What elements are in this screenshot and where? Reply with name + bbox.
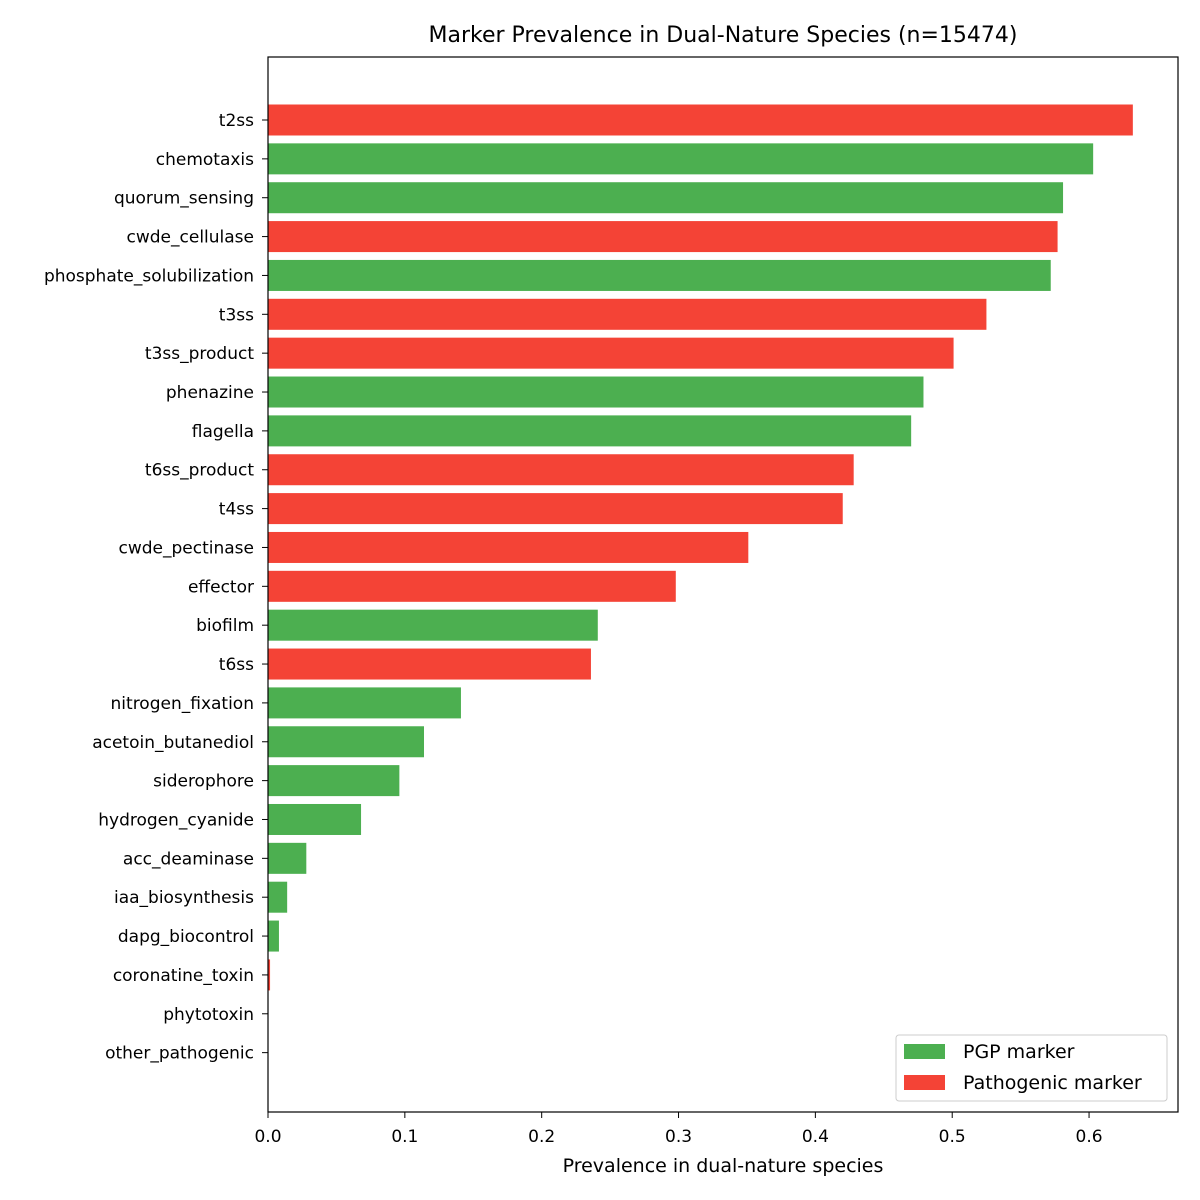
bar-t4ss: [268, 493, 843, 525]
bar-t3ss-product: [268, 337, 954, 369]
bar-phosphate-solubilization: [268, 259, 1051, 291]
bar-biofilm: [268, 609, 598, 641]
bar-nitrogen-fixation: [268, 687, 461, 719]
x-tick-label: 0.5: [939, 1127, 966, 1147]
bar-acc-deaminase: [268, 842, 307, 874]
bar-phenazine: [268, 376, 924, 408]
y-tick-label: t2ss: [219, 111, 254, 131]
bar-t3ss: [268, 298, 987, 330]
legend: PGP marker Pathogenic marker: [895, 1034, 1168, 1102]
y-tick-label: phosphate_solubilization: [44, 266, 254, 286]
y-tick-label: t3ss: [219, 305, 254, 325]
bar-t2ss: [268, 104, 1133, 136]
bar-effector: [268, 570, 676, 602]
y-tick-label: biofilm: [196, 616, 254, 636]
x-tick-label: 0.1: [391, 1127, 418, 1147]
y-tick-label: effector: [188, 577, 254, 597]
y-tick-label: hydrogen_cyanide: [98, 810, 254, 830]
bar-flagella: [268, 415, 912, 447]
y-tick-label: flagella: [192, 422, 254, 442]
x-tick-label: 0.4: [802, 1127, 829, 1147]
x-tick-label: 0.6: [1076, 1127, 1103, 1147]
x-axis-ticks: 0.0 0.1 0.2 0.3 0.4 0.5 0.6: [254, 1112, 1103, 1147]
bars-layer: [268, 104, 1133, 991]
x-tick-label: 0.0: [254, 1127, 281, 1147]
y-tick-label: iaa_biosynthesis: [114, 888, 254, 908]
bar-dapg-biocontrol: [268, 920, 279, 952]
x-tick-label: 0.3: [665, 1127, 692, 1147]
y-tick-label: t6ss_product: [145, 461, 254, 481]
bar-coronatine-toxin: [268, 959, 271, 991]
x-tick-label: 0.2: [528, 1127, 555, 1147]
y-tick-label: cwde_cellulase: [127, 228, 254, 248]
bar-t6ss: [268, 648, 591, 680]
y-tick-label: t6ss: [219, 655, 254, 675]
y-tick-label: acetoin_butanediol: [92, 733, 254, 753]
y-tick-label: t4ss: [219, 500, 254, 520]
plot-frame: [267, 56, 1179, 1113]
legend-swatch-pgp: [904, 1044, 945, 1059]
y-tick-label: acc_deaminase: [123, 849, 254, 869]
legend-label-pgp: PGP marker: [963, 1041, 1075, 1063]
y-tick-label: nitrogen_fixation: [111, 694, 254, 714]
legend-frame: [895, 1034, 1168, 1102]
legend-swatch-pathogenic: [904, 1075, 945, 1090]
y-tick-label: coronatine_toxin: [113, 966, 254, 986]
bar-t6ss-product: [268, 454, 854, 486]
y-tick-label: quorum_sensing: [114, 189, 254, 209]
bar-iaa-biosynthesis: [268, 881, 288, 913]
y-axis-ticks: t2ss chemotaxis quorum_sensing cwde_cellula…: [44, 111, 268, 1064]
bar-acetoin-butanediol: [268, 726, 424, 758]
bar-chemotaxis: [268, 143, 1094, 175]
bar-siderophore: [268, 765, 400, 797]
y-tick-label: cwde_pectinase: [119, 538, 255, 558]
bar-cwde-cellulase: [268, 221, 1058, 253]
y-tick-label: t3ss_product: [145, 344, 254, 364]
chart-title: Marker Prevalence in Dual-Nature Species…: [429, 23, 1018, 48]
y-tick-label: dapg_biocontrol: [118, 927, 254, 947]
y-tick-label: siderophore: [153, 772, 254, 792]
bar-cwde-pectinase: [268, 531, 749, 563]
x-axis-label: Prevalence in dual-nature species: [563, 1155, 884, 1177]
y-tick-label: chemotaxis: [156, 150, 254, 170]
y-tick-label: other_pathogenic: [105, 1044, 254, 1064]
bar-quorum-sensing: [268, 182, 1064, 214]
y-tick-label: phytotoxin: [163, 1005, 254, 1025]
y-tick-label: phenazine: [166, 383, 254, 403]
legend-label-pathogenic: Pathogenic marker: [963, 1072, 1142, 1094]
bar-hydrogen-cyanide: [268, 803, 362, 835]
